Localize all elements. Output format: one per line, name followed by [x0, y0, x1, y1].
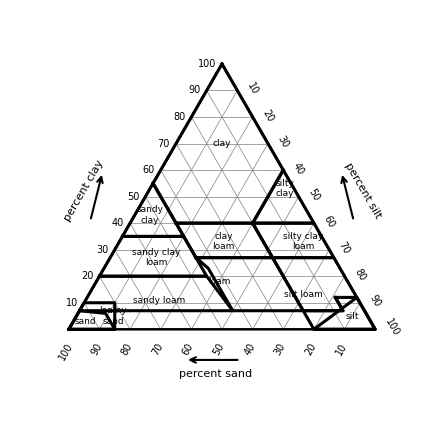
- Text: 30: 30: [273, 341, 288, 357]
- Text: 10: 10: [245, 81, 260, 97]
- Text: 70: 70: [337, 240, 352, 256]
- Text: 20: 20: [81, 271, 93, 281]
- Text: 10: 10: [66, 298, 78, 308]
- Text: 40: 40: [112, 218, 124, 228]
- Text: sandy loam: sandy loam: [133, 295, 185, 304]
- Text: 20: 20: [303, 341, 318, 357]
- Text: clay: clay: [213, 139, 231, 148]
- Text: 20: 20: [260, 108, 275, 123]
- Text: 100: 100: [383, 317, 401, 338]
- Text: 90: 90: [89, 341, 104, 357]
- Text: 80: 80: [173, 112, 185, 122]
- Text: 80: 80: [352, 267, 367, 283]
- Text: sandy clay
loam: sandy clay loam: [132, 248, 180, 267]
- Text: percent clay: percent clay: [63, 158, 106, 223]
- Text: clay
loam: clay loam: [212, 232, 235, 252]
- Text: 40: 40: [242, 341, 257, 357]
- Text: loamy
sand: loamy sand: [99, 306, 127, 326]
- Text: 60: 60: [181, 341, 196, 357]
- Text: 70: 70: [150, 341, 165, 357]
- Text: 10: 10: [334, 341, 349, 357]
- Text: sand: sand: [75, 317, 96, 326]
- Text: 30: 30: [96, 245, 109, 255]
- Text: 100: 100: [57, 341, 75, 362]
- Text: 50: 50: [127, 192, 139, 202]
- Text: silt: silt: [345, 311, 359, 320]
- Text: 40: 40: [291, 161, 306, 176]
- Text: 90: 90: [188, 86, 201, 95]
- Text: 90: 90: [368, 293, 382, 309]
- Text: silty
clay: silty clay: [275, 179, 294, 198]
- Text: 100: 100: [198, 59, 216, 69]
- Text: percent sand: percent sand: [179, 369, 253, 379]
- Text: 50: 50: [306, 187, 321, 203]
- Text: 60: 60: [321, 214, 337, 230]
- Text: silty clay
loam: silty clay loam: [283, 232, 323, 252]
- Text: 70: 70: [158, 138, 170, 148]
- Text: 50: 50: [211, 341, 226, 357]
- Text: 30: 30: [276, 134, 290, 150]
- Text: 60: 60: [143, 165, 155, 175]
- Text: percent silt: percent silt: [343, 161, 383, 220]
- Text: loam: loam: [208, 277, 230, 286]
- Text: sandy
clay: sandy clay: [136, 206, 163, 225]
- Text: silt loam: silt loam: [284, 290, 323, 299]
- Text: 80: 80: [119, 341, 135, 357]
